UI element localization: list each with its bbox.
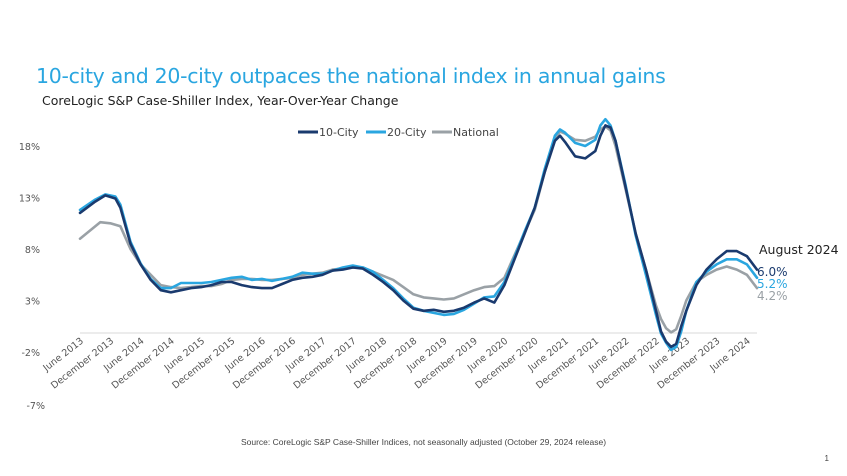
y-tick-label: 3% <box>25 297 40 308</box>
twenty-city-last-value: 5.2% <box>757 277 788 291</box>
chart-title: 10-city and 20-city outpaces the nationa… <box>36 64 666 88</box>
national-series-line <box>78 125 759 334</box>
y-tick-label: 13% <box>19 194 40 205</box>
twenty-city-series-line <box>78 117 759 352</box>
y-axis: -2% 3% 8% 13% 18% -7% <box>19 142 757 412</box>
ten-city-series-line <box>78 124 759 349</box>
chart-subtitle: CoreLogic S&P Case-Shiller Index, Year-O… <box>42 93 399 108</box>
y-tick-label: 18% <box>19 142 40 153</box>
national-last-value: 4.2% <box>757 289 788 303</box>
y-tick-label: -7% <box>27 401 46 412</box>
y-tick-label: -2% <box>22 348 41 359</box>
page-number: 1 <box>824 454 829 463</box>
series-lines <box>78 117 759 352</box>
last-date-annotation: August 2024 <box>759 242 839 257</box>
legend-label-national: National <box>453 126 499 139</box>
source-note: Source: CoreLogic S&P Case-Shiller Indic… <box>240 437 607 447</box>
legend-label-twenty-city: 20-City <box>387 126 427 139</box>
legend-label-ten-city: 10-City <box>319 126 359 139</box>
y-tick-label: 8% <box>25 245 40 256</box>
chart-legend: 10-City 20-City National <box>298 126 499 139</box>
ten-city-last-value: 6.0% <box>757 265 788 279</box>
